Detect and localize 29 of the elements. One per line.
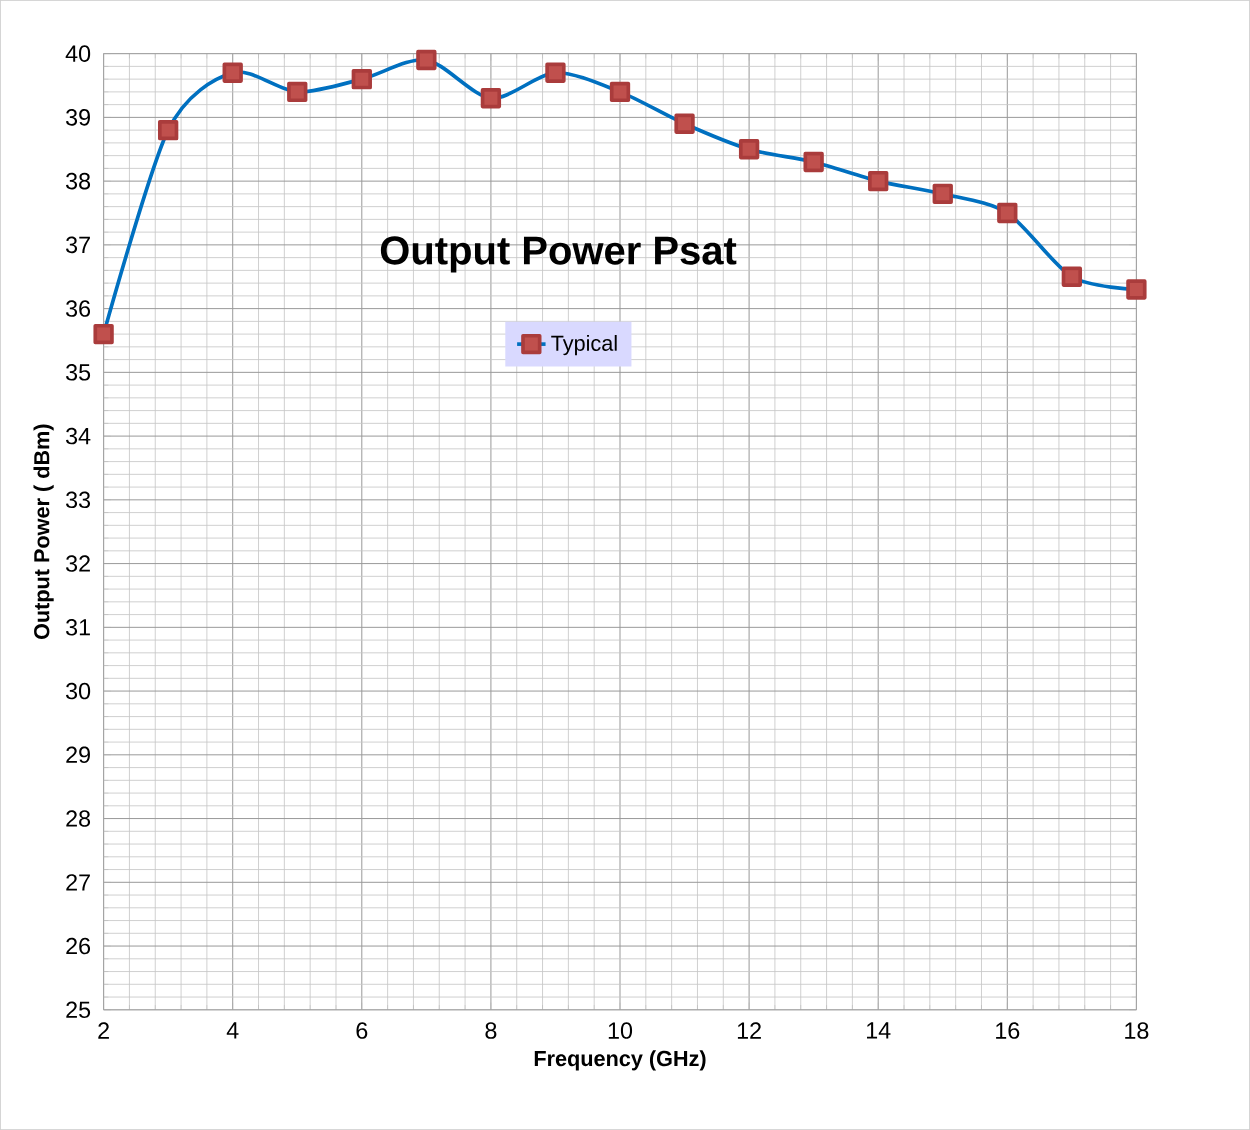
x-tick-label: 8 [485,1022,497,1039]
legend-label: Typical [551,334,617,356]
text: Output Power Psat [380,236,737,273]
y-tick-label: 31 [66,619,90,636]
x-tick-label: 10 [608,1022,633,1039]
y-tick-label: 35 [66,364,91,381]
y-tick-label: 29 [66,746,90,764]
x-tick-label: 6 [356,1022,368,1039]
y-tick-label: 33 [66,491,91,509]
x-tick-label: 2 [98,1022,109,1039]
y-tick-label: 39 [66,109,90,126]
y-tick-label: 25 [66,1001,91,1019]
y-tick-label: 32 [66,555,90,572]
y-tick-label: 27 [66,874,90,891]
x-tick-label: 4 [226,1022,239,1039]
y-tick-label: 28 [66,810,91,827]
y-axis-title: Output Power ( dBm) [33,424,54,640]
x-axis-title: Frequency (GHz) [534,1050,706,1071]
y-tick-label: 40 [65,45,91,62]
y-tick-label: 34 [66,427,91,445]
x-tick-label: 18 [1125,1022,1149,1039]
x-tick-label: 12 [737,1022,761,1039]
x-tick-label: 14 [867,1022,891,1039]
y-tick-label: 37 [66,236,90,254]
y-tick-label: 30 [66,682,91,700]
y-tick-label: 36 [66,300,91,317]
y-tick-label: 38 [66,172,91,190]
y-tick-label: 26 [66,937,91,955]
x-tick-label: 16 [996,1022,1020,1039]
